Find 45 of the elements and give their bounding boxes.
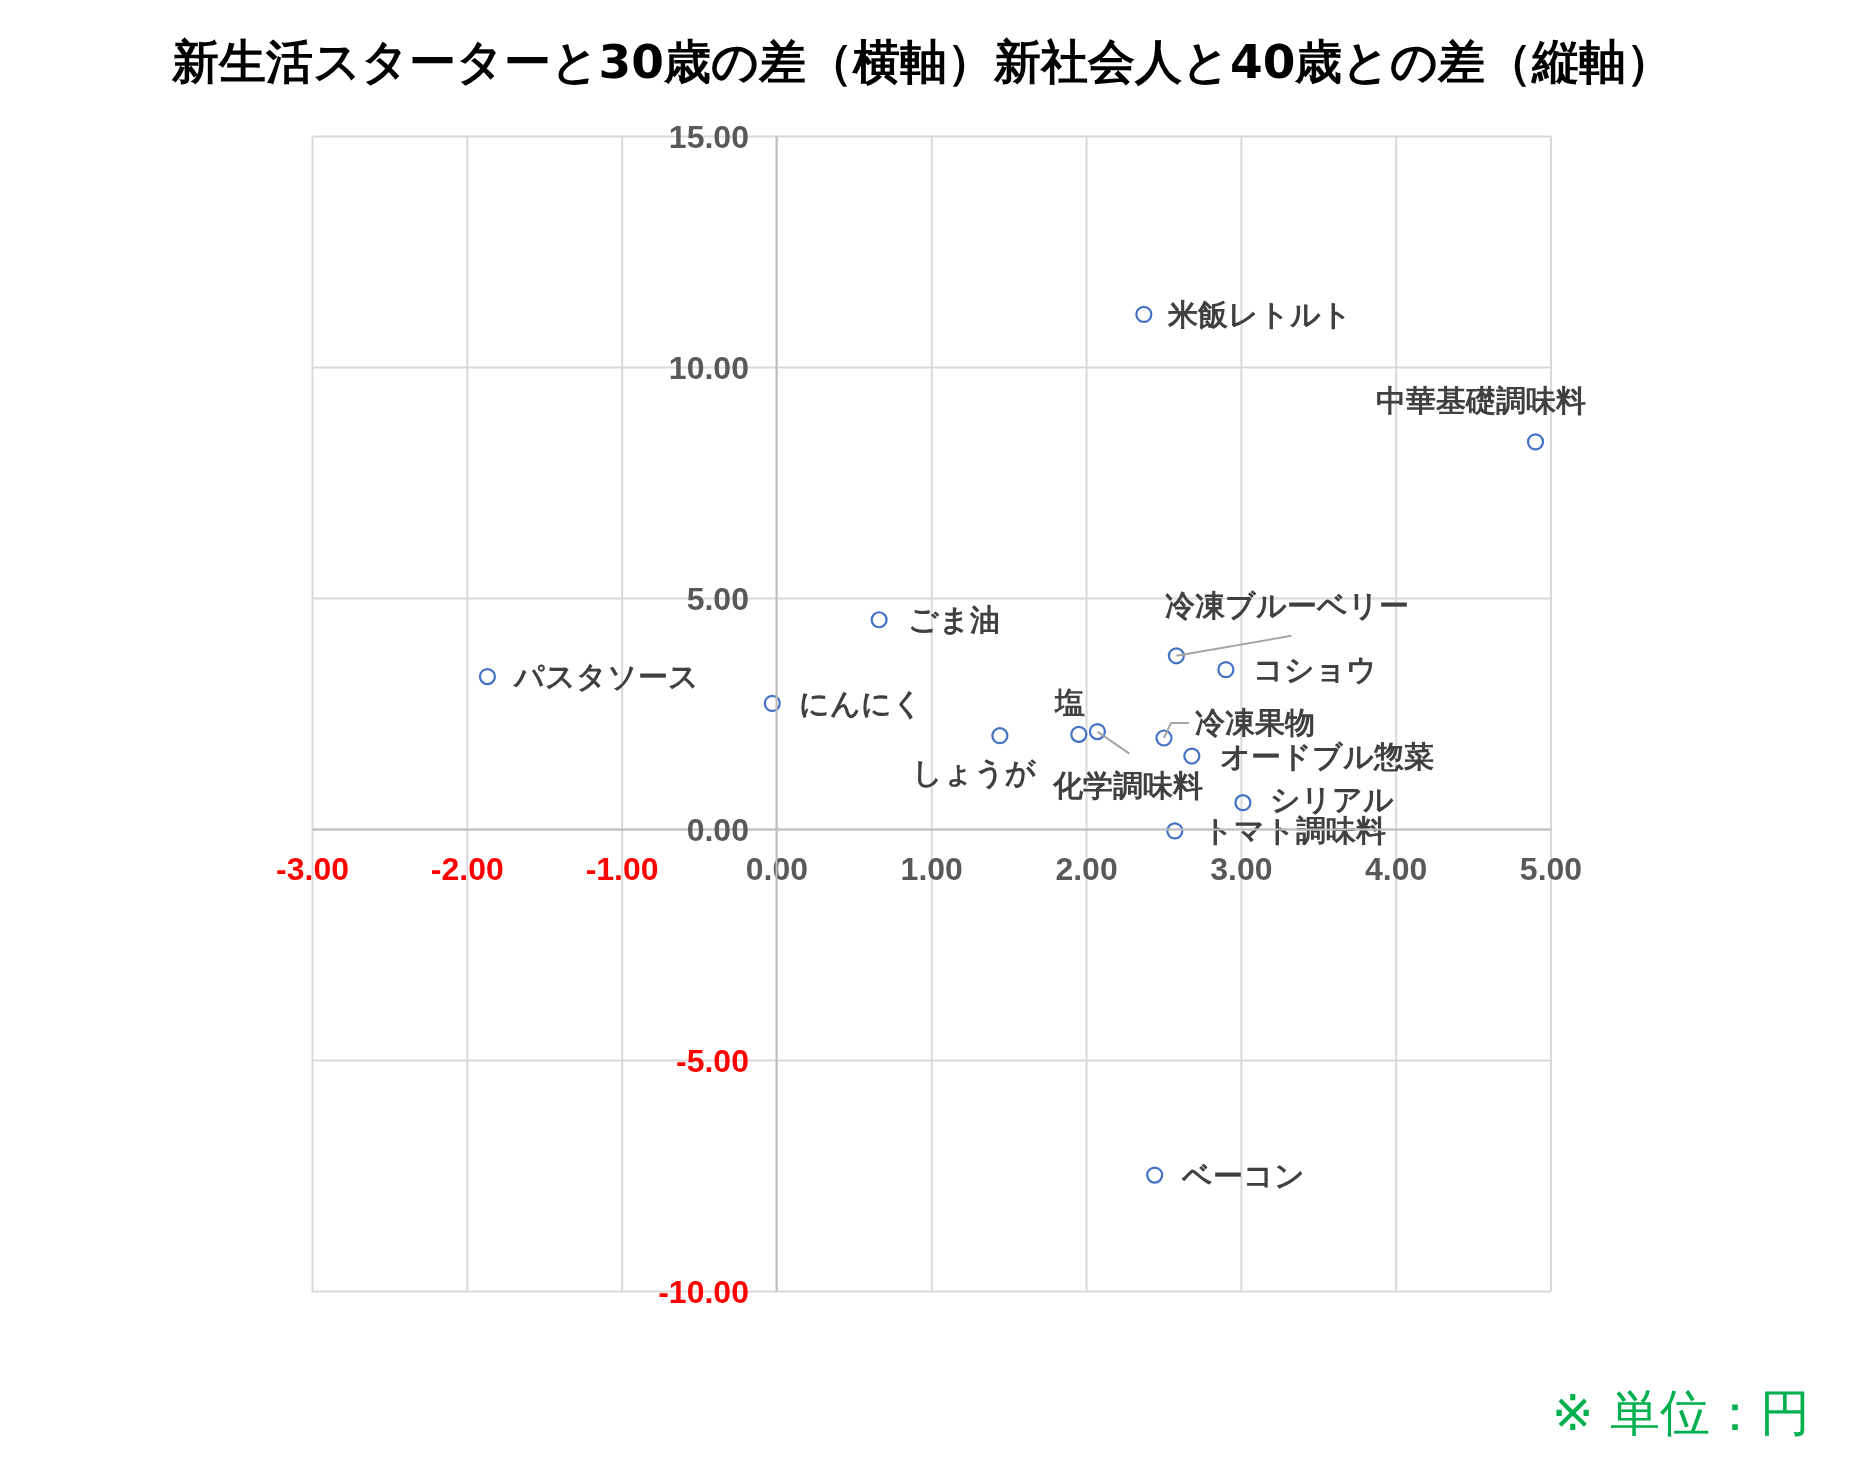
x-tick-label: 4.00 [1365, 850, 1428, 887]
point [991, 727, 1009, 745]
point [1234, 794, 1252, 812]
annotation: 中華基礎調味料 [1375, 383, 1586, 419]
point [1166, 822, 1184, 840]
x-tick-label: 3.00 [1210, 850, 1273, 887]
point [1217, 661, 1235, 679]
point [1526, 433, 1545, 451]
annotation: 塩 [1053, 684, 1085, 720]
point [1167, 647, 1185, 665]
chart-title: 新生活スターターと30歳の差（横軸）新社会人と40歳との差（縦軸） [170, 33, 1674, 89]
annotation: ベーコン [1180, 1157, 1305, 1193]
point [478, 667, 497, 686]
annotation: にんにく [799, 685, 924, 721]
point [1135, 305, 1153, 323]
x-tick-label: 5.00 [1519, 850, 1583, 887]
x-tick-label: -1.00 [585, 850, 659, 887]
x-tick-label: -2.00 [430, 850, 504, 887]
annotation: コショウ [1252, 652, 1377, 688]
y-tick-label: 0.00 [686, 811, 749, 848]
annotation: しょうが [911, 755, 1037, 791]
point [1070, 725, 1088, 743]
y-tick-label: -10.00 [658, 1273, 749, 1310]
y-tick-label: 10.00 [668, 349, 749, 386]
x-tick-label: 0.00 [745, 850, 809, 887]
point [763, 694, 781, 712]
annotation: オードブル惣菜 [1219, 738, 1434, 774]
annotation: 化学調味料 [1052, 768, 1204, 804]
annotation: パスタソース [512, 659, 700, 695]
point [1146, 1166, 1164, 1184]
annotation: 冷凍ブルーベリー [1165, 588, 1410, 624]
y-tick-label: 15.00 [668, 118, 749, 155]
annotation: ごま油 [908, 602, 1001, 638]
annotation: 米飯レトルト [1166, 296, 1352, 332]
annotation: 冷凍果物 [1194, 704, 1315, 740]
x-tick-label: 1.00 [900, 850, 963, 887]
y-tick-label: -5.00 [676, 1042, 749, 1079]
point [1155, 729, 1173, 747]
x-tick-label: -3.00 [276, 850, 349, 887]
x-tick-label: 2.00 [1055, 850, 1118, 887]
point [1183, 747, 1201, 765]
text: ※ 単位：円 [1551, 1383, 1810, 1442]
point [870, 611, 888, 629]
y-tick-label: 5.00 [686, 580, 749, 617]
point [1088, 722, 1106, 741]
